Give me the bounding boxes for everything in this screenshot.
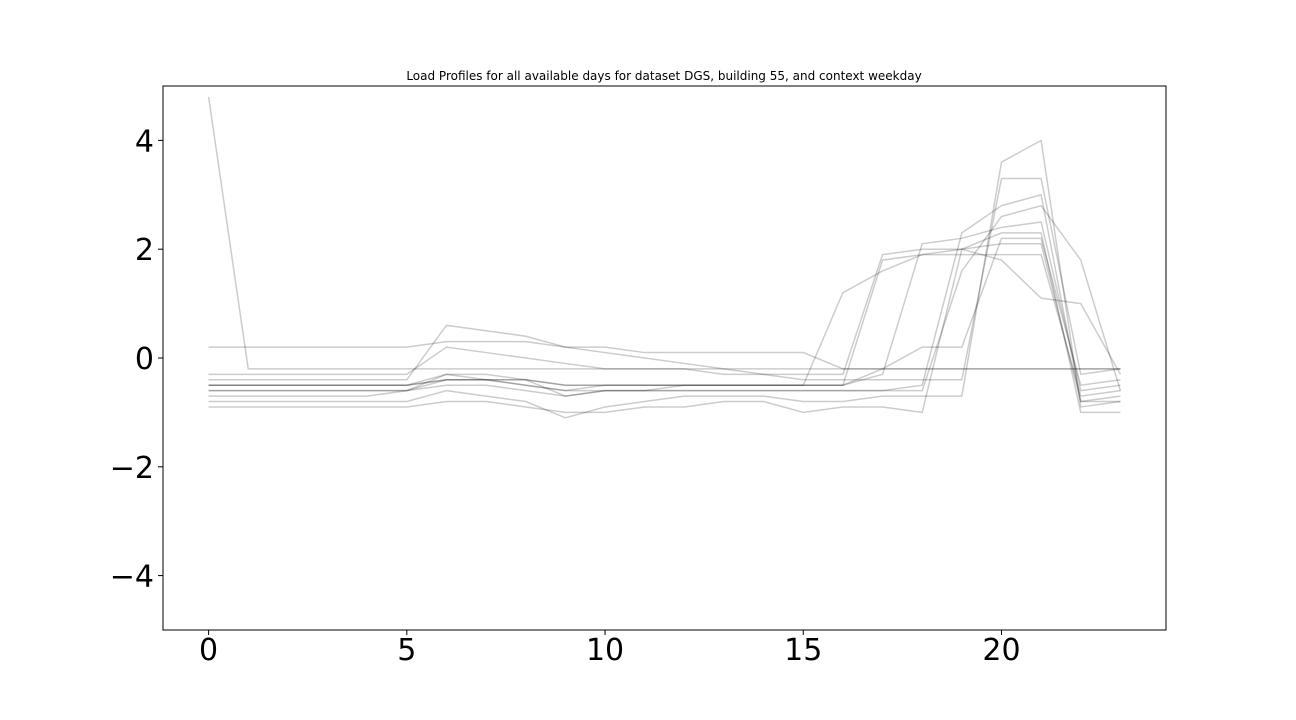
series-line-8	[208, 139, 1121, 419]
y-tick-label-0: 4	[135, 124, 154, 159]
series-line-10	[208, 204, 1122, 397]
chart-title: Load Profiles for all available days for…	[406, 69, 921, 83]
x-tick-label-15: 15	[784, 633, 822, 668]
y-tick-label-4: −4	[110, 560, 154, 595]
series-line-11	[208, 248, 1122, 376]
y-tick-label-1: 2	[135, 233, 154, 268]
plot-lines	[207, 96, 1122, 419]
x-tick-label-0: 0	[199, 633, 218, 668]
series-line-1	[207, 96, 1121, 370]
y-tick-label-3: −2	[110, 451, 154, 486]
x-axis: 0 5 10 15 20	[199, 630, 1021, 668]
series-line-7	[208, 177, 1121, 381]
x-tick-label-10: 10	[586, 633, 624, 668]
series-line-3	[208, 253, 1121, 397]
y-tick-label-2: 0	[135, 342, 154, 377]
x-tick-label-5: 5	[397, 633, 416, 668]
series-line-5	[208, 221, 1121, 392]
x-tick-label-20: 20	[982, 633, 1020, 668]
series-line-4	[208, 243, 1121, 403]
series-line-6	[208, 193, 1121, 403]
series-line-12	[208, 232, 1121, 414]
y-axis: 4 2 0 −2 −4	[110, 124, 163, 595]
series-line-2	[208, 340, 1121, 370]
series-line-9	[208, 237, 1121, 387]
